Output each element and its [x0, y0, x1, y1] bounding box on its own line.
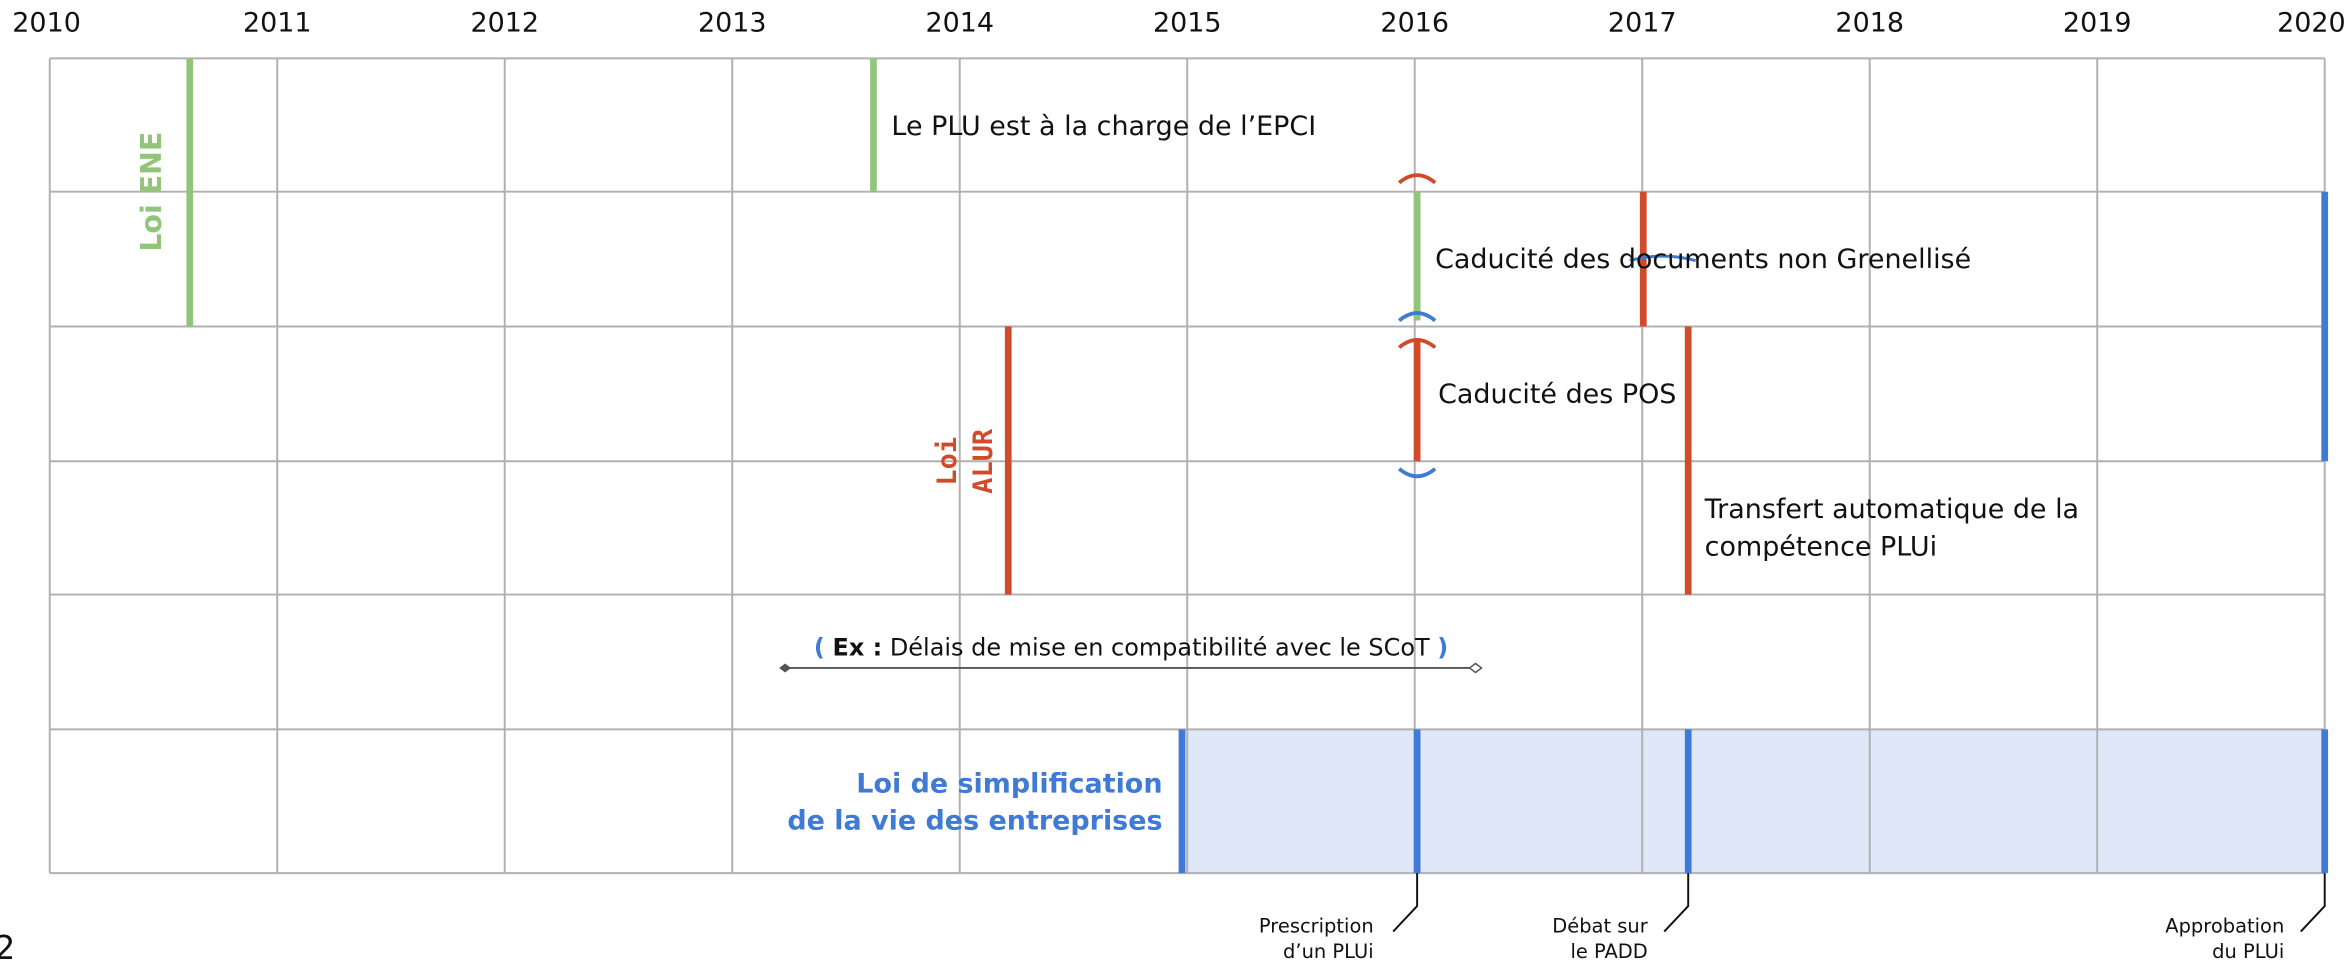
year-label: 2013	[698, 7, 767, 38]
simplification-label: de la vie des entreprises	[787, 806, 1162, 837]
page-number: 2	[0, 928, 15, 966]
callout-line	[1663, 873, 1690, 933]
small-arc	[1629, 254, 1697, 263]
year-label: 2011	[243, 7, 312, 38]
year-label: 2010	[12, 7, 81, 38]
transfert-label: Transfert automatique de la	[1704, 494, 2079, 525]
paren-bottom	[1397, 311, 1437, 322]
callout-label: le PADD	[1570, 940, 1647, 963]
epci-label: Le PLU est à la charge de l’EPCI	[891, 111, 1316, 142]
arrow-head	[1468, 662, 1483, 674]
callout-label: Approbation	[2165, 915, 2284, 938]
simplification-label: Loi de simplification	[856, 768, 1162, 799]
loi-alur-label: ALUR	[968, 428, 999, 494]
callout-line	[1392, 873, 1419, 933]
callout-label: Débat sur	[1552, 915, 1648, 938]
paren-bottom	[1397, 467, 1437, 479]
arrow-head	[779, 663, 792, 673]
callout-label: d’un PLUi	[1283, 940, 1374, 963]
year-label: 2020	[2277, 7, 2346, 38]
callout-label: du PLUi	[2212, 940, 2284, 963]
callout-label: Prescription	[1259, 915, 1374, 938]
caducite-docs-label: Caducité des documents non Grenellisé	[1435, 244, 1971, 275]
year-label: 2019	[2063, 7, 2132, 38]
year-label: 2014	[925, 7, 994, 38]
year-labels: 2010 2011 2012 2013 2014 2015 2016 2017 2018 2019…	[12, 7, 2345, 38]
loi-alur-label: Loi	[932, 437, 963, 486]
caducite-pos-label: Caducité des POS	[1438, 379, 1676, 410]
delais-label: ( Ex : Délais de mise en compatibilité a…	[814, 633, 1448, 661]
loi-ene-label: Loi ENE	[135, 132, 168, 252]
year-label: 2012	[470, 7, 539, 38]
year-label: 2015	[1153, 7, 1222, 38]
prefix: Ex :	[833, 633, 883, 661]
paren: )	[1437, 633, 1448, 661]
paren-top	[1397, 173, 1437, 185]
procedure-band	[1183, 729, 2325, 874]
paren-top	[1397, 338, 1437, 349]
callout-line	[2300, 873, 2326, 933]
year-label: 2018	[1835, 7, 1904, 38]
transfert-label: compétence PLUi	[1705, 532, 1937, 563]
paren: (	[814, 633, 825, 661]
text: Délais de mise en compatibilité avec le …	[890, 633, 1430, 661]
year-label: 2016	[1380, 7, 1449, 38]
year-label: 2017	[1608, 7, 1677, 38]
